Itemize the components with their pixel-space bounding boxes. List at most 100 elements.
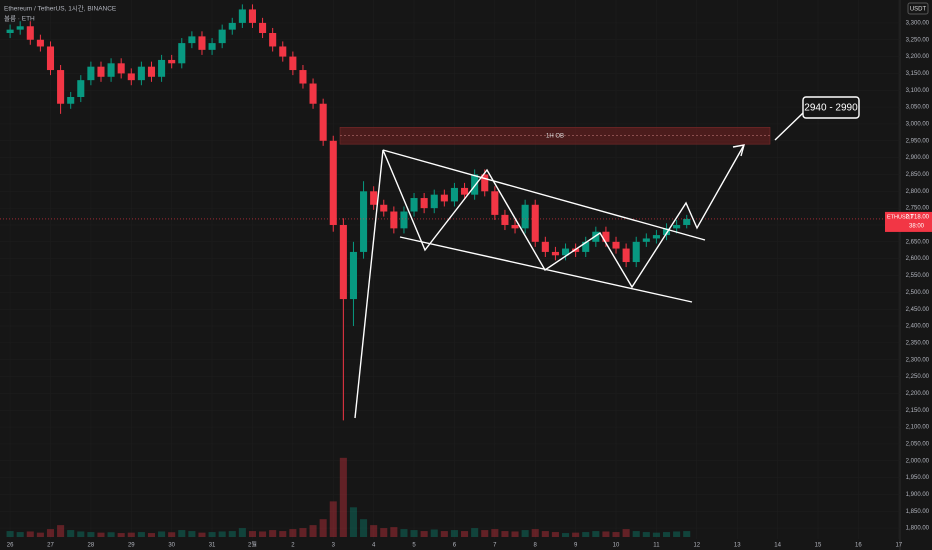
last-price-countdown: 38:00 bbox=[909, 224, 925, 230]
candle-body bbox=[168, 59, 176, 64]
y-tick-label: 2,750.00 bbox=[906, 206, 930, 212]
x-tick-label: 7 bbox=[493, 543, 497, 549]
x-tick-label: 17 bbox=[895, 543, 902, 549]
candle-body bbox=[279, 46, 287, 57]
last-price-label: 2,718.00 bbox=[906, 215, 930, 221]
candle-body bbox=[46, 46, 55, 71]
candle-body bbox=[683, 218, 691, 225]
y-tick-label: 2,000.00 bbox=[906, 458, 930, 464]
y-tick-label: 2,100.00 bbox=[906, 425, 930, 431]
candle-body bbox=[632, 241, 640, 263]
callout-pointer bbox=[774, 112, 804, 141]
y-tick-label: 3,250.00 bbox=[906, 37, 930, 43]
y-tick-label: 2,550.00 bbox=[906, 273, 930, 279]
volume-bar bbox=[208, 532, 216, 537]
x-tick-label: 2 bbox=[291, 543, 295, 549]
drawings bbox=[354, 96, 860, 419]
candle-body bbox=[602, 231, 610, 242]
volume-bar bbox=[26, 531, 34, 537]
volume-bar bbox=[673, 531, 681, 537]
candle-body bbox=[339, 224, 347, 300]
volume-bar bbox=[511, 531, 519, 537]
y-tick-label: 2,650.00 bbox=[906, 239, 930, 245]
candle-body bbox=[582, 241, 590, 252]
candle-body bbox=[642, 238, 650, 242]
volume-bar bbox=[289, 529, 297, 537]
y-tick-label: 2,900.00 bbox=[906, 155, 930, 161]
y-tick-label: 2,400.00 bbox=[906, 324, 930, 330]
candle-body bbox=[309, 83, 317, 104]
candle-body bbox=[662, 228, 671, 236]
y-tick-label: 3,300.00 bbox=[906, 20, 930, 26]
volume-bar bbox=[339, 457, 347, 537]
candle-body bbox=[329, 140, 337, 225]
volume-bar bbox=[259, 531, 267, 537]
x-tick-label: 14 bbox=[774, 543, 781, 549]
x-tick-label: 11 bbox=[653, 543, 660, 549]
candle-body bbox=[319, 103, 327, 141]
candle-body bbox=[178, 43, 186, 64]
y-tick-label: 2,050.00 bbox=[906, 441, 930, 447]
volume-bar bbox=[188, 531, 196, 537]
candle-body bbox=[612, 241, 620, 249]
volume-bar bbox=[248, 531, 257, 537]
volume-bar bbox=[319, 519, 327, 537]
candle-body bbox=[269, 33, 277, 47]
volume-bar bbox=[228, 531, 236, 537]
candle-body bbox=[147, 66, 156, 77]
volume-bar bbox=[117, 533, 125, 537]
volume-bar bbox=[501, 531, 509, 537]
y-tick-label: 3,050.00 bbox=[906, 105, 930, 111]
volume-bar bbox=[683, 531, 691, 537]
candle-body bbox=[471, 174, 479, 195]
candle-body bbox=[572, 248, 580, 252]
volume-bar bbox=[349, 507, 357, 537]
x-tick-label: 4 bbox=[372, 543, 376, 549]
candle-body bbox=[450, 187, 458, 202]
volume-bar bbox=[77, 531, 85, 537]
candle-body bbox=[198, 36, 206, 50]
y-tick-label: 2,600.00 bbox=[906, 256, 930, 262]
volume-bar bbox=[612, 532, 620, 537]
candle-body bbox=[370, 191, 378, 205]
last-price-symbol: ETHUSDT bbox=[887, 214, 914, 220]
volume-bar bbox=[57, 525, 65, 537]
x-tick-label: 10 bbox=[613, 543, 620, 549]
target-label: 2940 - 2990 bbox=[804, 103, 858, 114]
candle-body bbox=[218, 29, 226, 44]
candle-body bbox=[238, 9, 246, 23]
volume-bar bbox=[6, 531, 14, 537]
candle-body bbox=[107, 63, 115, 77]
y-tick-label: 3,100.00 bbox=[906, 88, 930, 94]
x-tick-label: 26 bbox=[7, 543, 14, 549]
volume-bar bbox=[279, 531, 287, 537]
candle-body bbox=[26, 26, 34, 40]
candle-body bbox=[117, 63, 125, 74]
volume-bar bbox=[67, 530, 75, 537]
y-tick-label: 2,850.00 bbox=[906, 172, 930, 178]
volume-bar bbox=[420, 531, 428, 537]
x-tick-label: 15 bbox=[815, 543, 822, 549]
candle-body bbox=[551, 251, 559, 256]
y-tick-label: 2,350.00 bbox=[906, 340, 930, 346]
chart-title: Ethereum / TetherUS, 1시간, BINANCE bbox=[4, 4, 117, 13]
x-tick-label: 28 bbox=[88, 543, 95, 549]
volume-bar bbox=[410, 530, 418, 537]
volume-bar bbox=[481, 530, 489, 537]
candle-body bbox=[673, 224, 681, 229]
y-tick-label: 1,900.00 bbox=[906, 492, 930, 498]
volume-bar bbox=[329, 501, 337, 537]
volume-bar bbox=[46, 529, 55, 537]
volume-bar bbox=[390, 527, 398, 537]
volume-bar bbox=[662, 532, 671, 537]
x-tick-label: 9 bbox=[574, 543, 578, 549]
x-tick-label: 3 bbox=[332, 543, 336, 549]
candle-body bbox=[259, 22, 267, 34]
volume-bar bbox=[440, 531, 448, 537]
candle-body bbox=[430, 194, 438, 209]
candle-body bbox=[390, 211, 398, 229]
currency: USDT bbox=[910, 7, 927, 13]
x-tick-label: 2월 bbox=[248, 541, 257, 549]
